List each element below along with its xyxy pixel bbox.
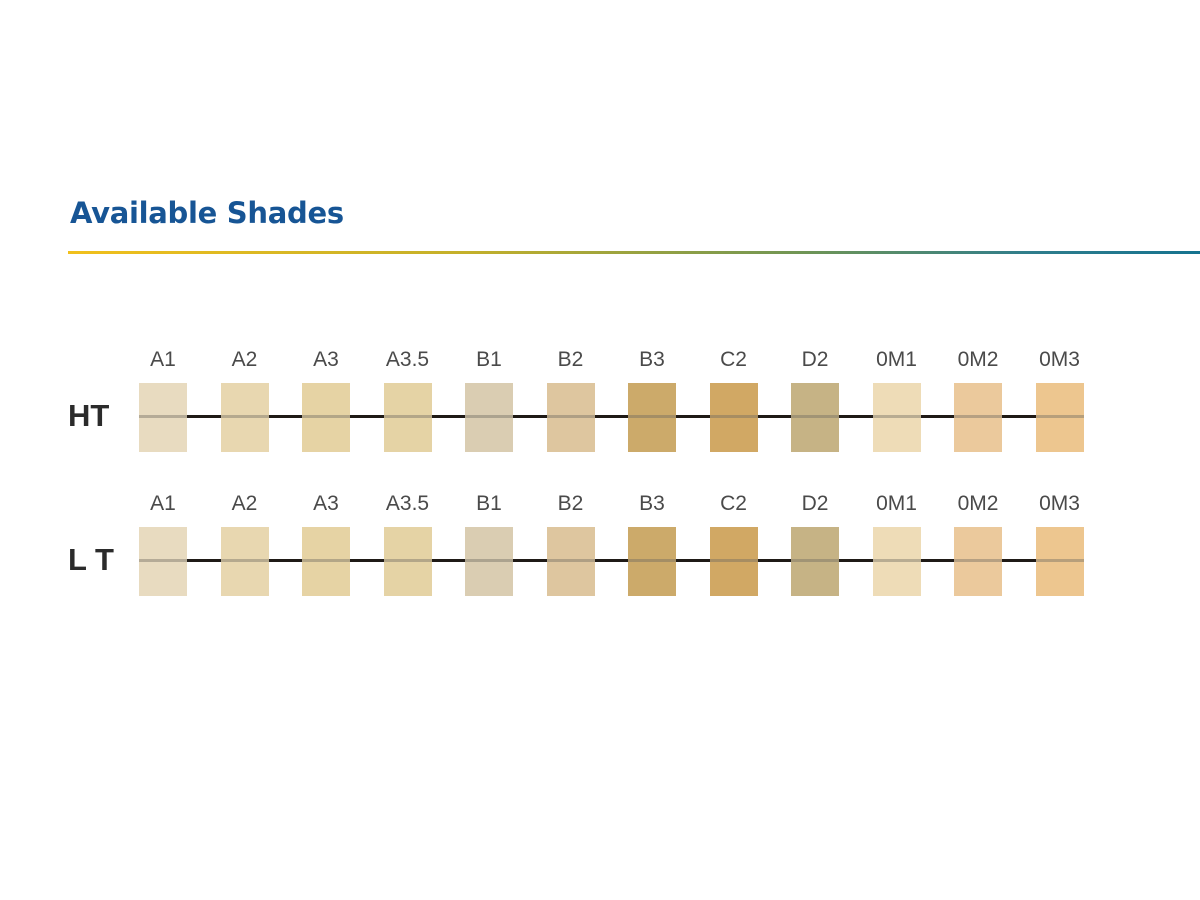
shade-code-label: A3 bbox=[313, 348, 339, 371]
shade-code-label: B1 bbox=[476, 492, 502, 515]
shade-swatch bbox=[139, 383, 187, 452]
shade-swatch bbox=[872, 527, 921, 596]
shade-item: B2 bbox=[536, 344, 606, 454]
shade-code-label: C2 bbox=[720, 348, 747, 371]
shade-swatch bbox=[1035, 527, 1084, 596]
shade-code-label: A1 bbox=[150, 492, 176, 515]
shade-code-label: A3 bbox=[313, 492, 339, 515]
shade-item: 0M3 bbox=[1025, 488, 1095, 598]
shade-item: A2 bbox=[210, 488, 280, 598]
shade-swatch bbox=[791, 527, 839, 596]
shade-code-label: 0M3 bbox=[1039, 492, 1080, 515]
shade-item: A1 bbox=[128, 488, 198, 598]
shade-item: A3.5 bbox=[373, 488, 443, 598]
row-label-lt: L T bbox=[68, 542, 114, 577]
shade-swatch bbox=[791, 383, 839, 452]
shade-item: B1 bbox=[454, 488, 524, 598]
shade-code-label: A2 bbox=[231, 492, 258, 515]
shade-item: 0M1 bbox=[862, 344, 932, 454]
shade-swatch bbox=[220, 383, 269, 452]
shade-swatch bbox=[628, 383, 676, 452]
shade-item: A1 bbox=[128, 344, 198, 454]
shade-item: D2 bbox=[780, 488, 850, 598]
title-underline bbox=[68, 251, 1200, 254]
shade-swatch bbox=[383, 383, 432, 452]
shade-swatch bbox=[302, 383, 350, 452]
shade-swatch bbox=[954, 383, 1002, 452]
shade-code-label: A2 bbox=[231, 348, 258, 371]
shade-swatch bbox=[872, 383, 921, 452]
shade-code-label: 0M2 bbox=[957, 492, 999, 515]
shade-row-ht: HT A1 A2 A3 A3.5 B1 B2 B3 C2 D2 0M1 0M2 0M3 bbox=[0, 344, 1200, 464]
shade-code-label: 0M2 bbox=[957, 348, 999, 371]
shade-code-label: D2 bbox=[801, 492, 829, 515]
shade-swatch bbox=[383, 527, 432, 596]
shade-swatch bbox=[139, 527, 187, 596]
shade-code-label: 0M3 bbox=[1039, 348, 1080, 371]
shade-item: 0M3 bbox=[1025, 344, 1095, 454]
shade-swatch bbox=[302, 527, 350, 596]
shade-item: A2 bbox=[210, 344, 280, 454]
row-connector-line bbox=[139, 415, 1083, 418]
shade-item: D2 bbox=[780, 344, 850, 454]
shade-swatch bbox=[546, 383, 595, 452]
shade-item: 0M1 bbox=[862, 488, 932, 598]
shade-item: A3 bbox=[291, 344, 361, 454]
shade-swatch bbox=[220, 527, 269, 596]
shade-code-label: D2 bbox=[801, 348, 829, 371]
shade-item: 0M2 bbox=[943, 344, 1013, 454]
shade-code-label: C2 bbox=[720, 492, 747, 515]
shade-swatch bbox=[954, 527, 1002, 596]
row-connector-line bbox=[139, 559, 1083, 562]
shade-row-lt: L T A1 A2 A3 A3.5 B1 B2 B3 C2 D2 0M1 0M2 0M3 bbox=[0, 488, 1200, 608]
shade-code-label: A3.5 bbox=[385, 348, 430, 371]
shade-code-label: B1 bbox=[476, 348, 502, 371]
shade-code-label: 0M1 bbox=[876, 492, 917, 515]
shade-item: 0M2 bbox=[943, 488, 1013, 598]
shade-swatch bbox=[1035, 383, 1084, 452]
shade-code-label: B3 bbox=[639, 348, 665, 371]
shade-code-label: B2 bbox=[557, 348, 584, 371]
row-label-ht: HT bbox=[68, 398, 110, 433]
shade-swatch bbox=[709, 527, 758, 596]
shade-item: B3 bbox=[617, 344, 687, 454]
page-title: Available Shades bbox=[70, 196, 344, 230]
shade-item: A3.5 bbox=[373, 344, 443, 454]
shade-swatch bbox=[628, 527, 676, 596]
shade-code-label: B2 bbox=[557, 492, 584, 515]
shade-item: C2 bbox=[699, 344, 769, 454]
shade-item: A3 bbox=[291, 488, 361, 598]
shade-code-label: B3 bbox=[639, 492, 665, 515]
shade-code-label: A1 bbox=[150, 348, 176, 371]
shade-code-label: A3.5 bbox=[385, 492, 430, 515]
shade-swatch bbox=[465, 527, 513, 596]
shade-item: B2 bbox=[536, 488, 606, 598]
shade-item: B3 bbox=[617, 488, 687, 598]
shade-code-label: 0M1 bbox=[876, 348, 917, 371]
shade-item: B1 bbox=[454, 344, 524, 454]
shade-item: C2 bbox=[699, 488, 769, 598]
shade-swatch bbox=[709, 383, 758, 452]
shade-swatch bbox=[465, 383, 513, 452]
shade-swatch bbox=[546, 527, 595, 596]
